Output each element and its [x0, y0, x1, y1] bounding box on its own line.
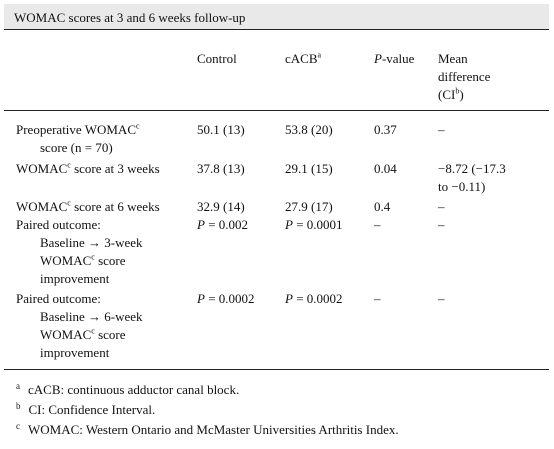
- row5-p: –: [374, 291, 381, 306]
- header-cacb-sup: a: [317, 50, 322, 60]
- rule-bottom: [4, 369, 549, 370]
- rule-header: [4, 110, 549, 111]
- footnote-c-text: WOMAC: Western Ontario and McMaster Univ…: [28, 422, 399, 437]
- row1-control: 50.1 (13): [197, 122, 245, 137]
- row5-cacb-rest: = 0.0002: [292, 291, 343, 306]
- row1-p: 0.37: [374, 122, 397, 137]
- header-mean-line2: difference: [438, 69, 491, 84]
- row4-label-score: score: [94, 253, 126, 268]
- row4-cacb-p: P: [285, 217, 293, 232]
- row1-label-sup: c: [135, 121, 140, 131]
- footnote-c-mark: c: [16, 420, 20, 431]
- row5-mean: –: [438, 291, 445, 306]
- row3-label: WOMACc score at 6 weeks: [16, 198, 160, 216]
- row2-label-post: score at 3 weeks: [70, 161, 160, 176]
- footnote-a-mark: a: [16, 380, 20, 391]
- row3-mean: –: [438, 199, 445, 214]
- row5-label-line3: WOMACc score: [40, 326, 126, 344]
- row2-control: 37.8 (13): [197, 161, 245, 176]
- table-title: WOMAC scores at 3 and 6 weeks follow-up: [14, 10, 246, 25]
- footnote-c: c WOMAC: Western Ontario and McMaster Uni…: [16, 421, 399, 439]
- row4-label-line2: Baseline → 3-week: [40, 235, 143, 250]
- row4-cacb: P = 0.0001: [285, 216, 343, 234]
- row5-cacb-p: P: [285, 291, 293, 306]
- footnote-a: a cACB: continuous adductor canal block.: [16, 381, 239, 399]
- row4-label-line4: improvement: [40, 271, 110, 286]
- header-mean-sup: b: [455, 86, 460, 96]
- footnote-b-mark: b: [16, 400, 21, 411]
- row4-p: –: [374, 217, 381, 232]
- rule-top: [4, 29, 549, 30]
- row4-control-rest: = 0.002: [204, 217, 249, 232]
- row3-label-post: score at 6 weeks: [70, 199, 160, 214]
- row1-cacb: 53.8 (20): [285, 122, 333, 137]
- row4-label-womac: WOMAC: [40, 253, 92, 268]
- row4-mean: –: [438, 217, 445, 232]
- row3-control: 32.9 (14): [197, 199, 245, 214]
- row5-label-line1: Paired outcome:: [16, 291, 101, 306]
- row1-mean: –: [438, 122, 445, 137]
- row5-label-sup: c: [91, 326, 95, 336]
- row4-control-p: P: [197, 217, 205, 232]
- row1-label-text: Preoperative WOMAC: [16, 122, 136, 137]
- row2-p: 0.04: [374, 161, 397, 176]
- header-p-rest: -value: [381, 51, 415, 66]
- row5-label-score: score: [94, 327, 126, 342]
- row3-label-sup: c: [67, 198, 71, 208]
- row5-control: P = 0.0002: [197, 290, 255, 308]
- row4-control: P = 0.002: [197, 216, 248, 234]
- row4-label-sup: c: [91, 252, 95, 262]
- header-cacb: cACBa: [285, 50, 321, 68]
- row5-cacb: P = 0.0002: [285, 290, 343, 308]
- row2-label-pre: WOMAC: [16, 161, 68, 176]
- header-mean-ci: (CI: [438, 87, 456, 102]
- row5-label-line2: Baseline → 6-week: [40, 309, 143, 324]
- table-title-bar: WOMAC scores at 3 and 6 weeks follow-up: [4, 4, 549, 29]
- row5-label-line4: improvement: [40, 345, 110, 360]
- row4-cacb-rest: = 0.0001: [292, 217, 343, 232]
- header-p-italic: P: [374, 51, 382, 66]
- row5-label-womac: WOMAC: [40, 327, 92, 342]
- row2-label-sup: c: [67, 160, 71, 170]
- row5-control-p: P: [197, 291, 205, 306]
- row5-control-rest: = 0.0002: [204, 291, 255, 306]
- row4-label-line1: Paired outcome:: [16, 217, 101, 232]
- footnote-b-text: CI: Confidence Interval.: [28, 402, 156, 417]
- row2-mean-line2: to −0.11): [438, 179, 486, 194]
- header-control: Control: [197, 51, 237, 66]
- footnote-b: b CI: Confidence Interval.: [16, 401, 155, 419]
- header-mean-line3: (CIb): [438, 86, 464, 104]
- header-mean-close: ): [459, 87, 464, 102]
- row2-label: WOMACc score at 3 weeks: [16, 160, 160, 178]
- row4-label-line3: WOMACc score: [40, 252, 126, 270]
- row1-label-line2: score (n = 70): [40, 140, 113, 155]
- header-mean-line1: Mean: [438, 51, 468, 66]
- header-cacb-text: cACB: [285, 51, 318, 66]
- row1-label-line1: Preoperative WOMACc: [16, 121, 140, 139]
- header-p-value: P-value: [374, 50, 414, 68]
- row3-cacb: 27.9 (17): [285, 199, 333, 214]
- row3-label-pre: WOMAC: [16, 199, 68, 214]
- footnote-a-text: cACB: continuous adductor canal block.: [28, 382, 240, 397]
- row2-mean-line1: −8.72 (−17.3: [438, 161, 506, 176]
- row3-p: 0.4: [374, 199, 391, 214]
- row2-cacb: 29.1 (15): [285, 161, 333, 176]
